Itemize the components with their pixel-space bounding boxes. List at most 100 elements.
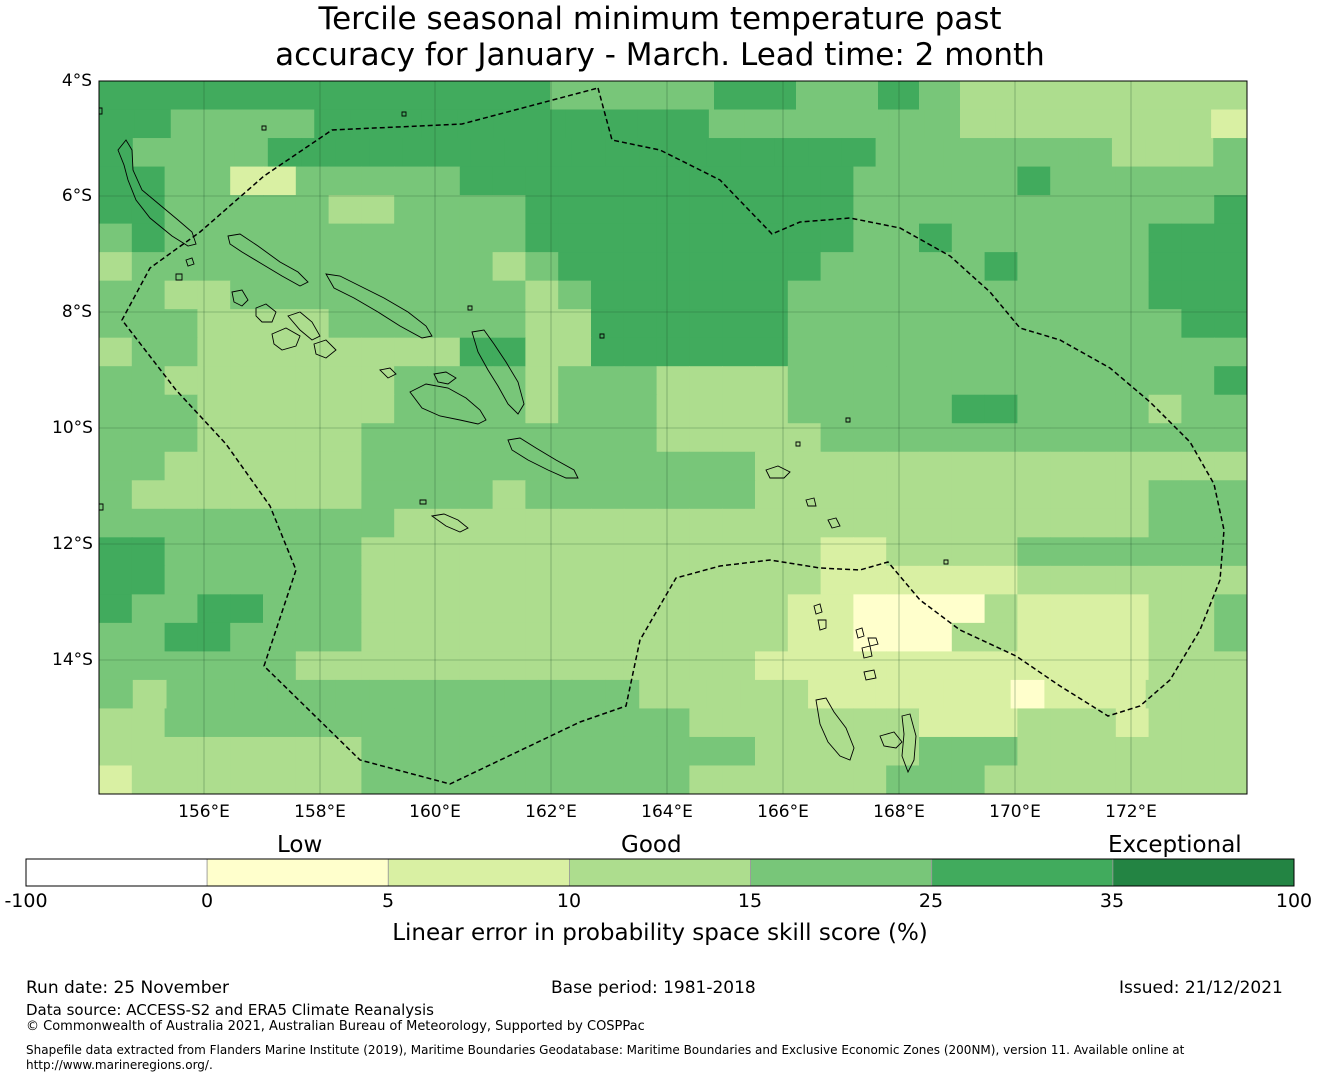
grid-cell <box>722 423 756 453</box>
grid-cell <box>755 81 797 111</box>
grid-cell <box>525 565 559 595</box>
grid-cell <box>1148 765 1182 794</box>
grid-cell <box>656 622 690 652</box>
grid-cell <box>656 537 690 567</box>
grid-cell <box>591 565 625 595</box>
grid-cell <box>841 138 877 168</box>
grid-cell <box>200 679 235 710</box>
lon-label-164e: 164°E <box>641 802 693 822</box>
grid-cell <box>230 423 264 453</box>
colorbar-frame <box>25 858 1295 887</box>
grid-cell <box>99 223 133 253</box>
grid-cell <box>131 366 166 396</box>
grid-cell <box>492 451 526 481</box>
grid-cell <box>1124 81 1166 111</box>
grid-cell <box>529 109 566 139</box>
grid-cell <box>459 594 494 624</box>
grid-cell <box>1214 736 1247 767</box>
grid-cell <box>206 109 244 139</box>
grid-cell <box>394 195 428 225</box>
grid-cell <box>230 337 264 367</box>
grid-cell <box>656 480 690 510</box>
grid-cell <box>132 679 168 710</box>
grid-cell <box>314 109 351 139</box>
grid-cell <box>886 537 920 567</box>
grid-cell <box>571 138 607 168</box>
lat-label-10s: 10°S <box>52 418 93 438</box>
grid-cell <box>774 679 809 710</box>
grid-cell <box>1001 81 1043 111</box>
grid-cell <box>1050 309 1084 339</box>
grid-cell <box>919 651 953 681</box>
grid-cell <box>722 337 756 367</box>
grid-cell <box>984 508 1018 538</box>
colorbar-tick: 15 <box>737 890 763 912</box>
grid-cell <box>623 309 658 339</box>
grid-cell <box>492 423 526 453</box>
grid-cell <box>131 480 166 510</box>
grid-cell <box>1148 366 1182 396</box>
grid-cell <box>492 366 526 396</box>
grid-cell <box>1148 280 1182 310</box>
grid-cell <box>722 565 756 595</box>
grid-cell <box>886 622 920 652</box>
grid-cell <box>853 366 887 396</box>
grid-cell <box>656 508 690 538</box>
grid-cell <box>744 109 782 139</box>
grid-cell <box>591 423 625 453</box>
grid-cell <box>263 508 297 538</box>
grid-cell <box>468 81 510 111</box>
grid-cell <box>1148 508 1182 538</box>
grid-cell <box>755 736 789 767</box>
grid-cell <box>787 423 822 453</box>
grid-cell <box>164 451 198 481</box>
grid-cell <box>492 736 526 767</box>
grid-cell <box>656 166 690 196</box>
grid-cell <box>350 109 387 139</box>
grid-cell <box>591 622 625 652</box>
grid-cell <box>1181 651 1215 681</box>
grid-cell <box>295 252 330 282</box>
grid-cell <box>263 252 297 282</box>
grid-cell <box>164 366 198 396</box>
grid-cell <box>131 622 166 652</box>
grid-cell <box>164 166 198 196</box>
grid-cell <box>394 366 428 396</box>
grid-cell <box>689 394 723 424</box>
grid-cell <box>1017 252 1051 282</box>
grid-cell <box>164 480 198 510</box>
grid-cell <box>780 109 818 139</box>
grid-cell <box>571 679 607 710</box>
grid-cell <box>197 223 231 253</box>
grid-cell <box>131 508 166 538</box>
grid-cell <box>689 480 723 510</box>
grid-cell <box>943 679 978 710</box>
grid-cell <box>1214 537 1247 567</box>
graticule <box>99 81 1247 794</box>
shapefile-credit-line-1: Shapefile data extracted from Flanders M… <box>26 1043 1185 1057</box>
grid-cell <box>951 223 986 253</box>
colorbar-exceptional-label: Exceptional <box>1108 832 1242 858</box>
grid-cell <box>263 451 297 481</box>
grid-cell <box>99 480 133 510</box>
grid-cell <box>230 651 264 681</box>
grid-cell <box>525 337 559 367</box>
grid-cell <box>164 309 198 339</box>
grid-cell <box>558 765 592 794</box>
grid-cell <box>345 81 387 111</box>
grid-cell <box>708 109 746 139</box>
grid-cell <box>1017 594 1051 624</box>
grid-cell <box>459 651 494 681</box>
grid-cell <box>656 708 690 738</box>
grid-cell <box>386 109 423 139</box>
grid-cell <box>951 280 986 310</box>
grid-cell <box>1050 565 1084 595</box>
grid-cell <box>295 565 330 595</box>
grid-cell <box>394 252 428 282</box>
grid-cell <box>1179 138 1214 168</box>
grid-cell <box>919 394 953 424</box>
grid-cell <box>278 109 315 139</box>
grid-cell <box>787 765 822 794</box>
grid-cell <box>558 480 592 510</box>
grid-cell <box>1148 451 1182 481</box>
